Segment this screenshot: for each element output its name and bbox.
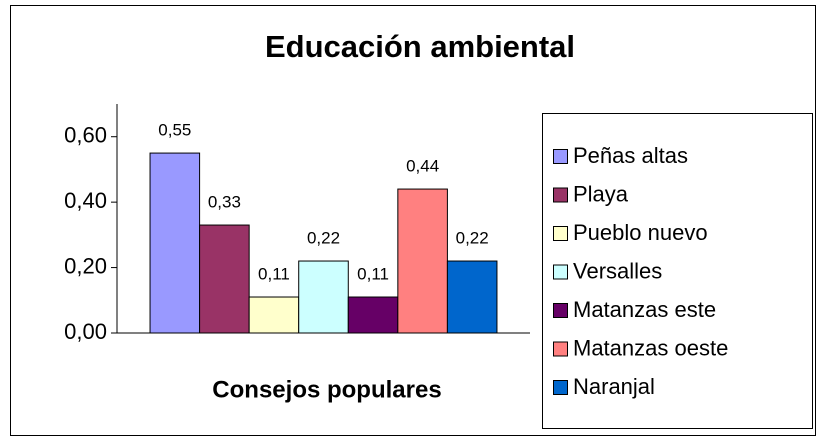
y-tick-label: 0,60	[64, 123, 107, 148]
legend-label: Peñas altas	[573, 143, 688, 168]
bar	[347, 296, 399, 334]
bar	[397, 188, 448, 334]
y-tick-label: 0,20	[64, 253, 107, 278]
value-label: 0,55	[158, 121, 191, 140]
chart-title: Educación ambiental	[265, 29, 575, 64]
legend-label: Matanzas este	[573, 297, 716, 322]
legend-swatch	[553, 380, 568, 395]
value-label: 0,44	[406, 157, 439, 176]
legend-label: Versalles	[573, 258, 662, 283]
legend-label: Matanzas oeste	[573, 335, 728, 360]
y-tick-label: 0,40	[64, 188, 107, 213]
bar	[199, 224, 250, 334]
y-tick-label: 0,00	[64, 319, 107, 344]
legend-swatch	[553, 149, 568, 164]
bar	[149, 152, 201, 334]
x-axis-label: Consejos populares	[212, 376, 441, 403]
legend-label: Playa	[573, 181, 629, 206]
legend-label: Pueblo nuevo	[573, 220, 708, 245]
bar	[298, 260, 349, 334]
legend-swatch	[553, 341, 568, 357]
value-label: 0,22	[456, 229, 489, 248]
legend-swatch	[553, 187, 568, 203]
legend-swatch	[553, 303, 568, 318]
legend-label: Naranjal	[573, 374, 655, 399]
value-label: 0,22	[307, 229, 340, 248]
value-label: 0,33	[208, 193, 241, 212]
value-label: 0,11	[357, 264, 389, 283]
legend-swatch	[553, 226, 568, 241]
bar	[446, 260, 498, 334]
value-label: 0,11	[258, 264, 290, 283]
bar	[248, 296, 300, 334]
legend-box	[542, 113, 813, 429]
legend-swatch	[553, 264, 568, 280]
